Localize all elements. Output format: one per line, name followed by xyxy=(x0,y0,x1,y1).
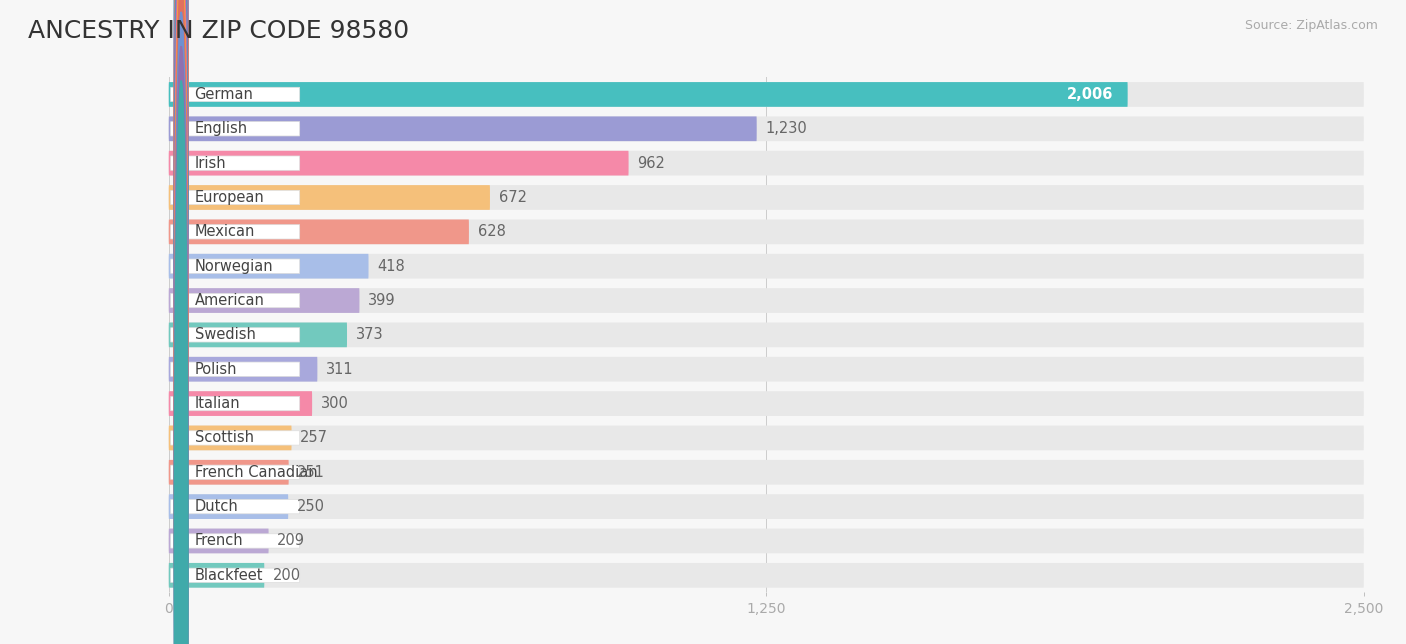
Text: English: English xyxy=(194,121,247,137)
FancyBboxPatch shape xyxy=(169,391,1364,416)
Circle shape xyxy=(174,0,188,644)
FancyBboxPatch shape xyxy=(169,117,756,141)
FancyBboxPatch shape xyxy=(170,259,299,273)
Text: Irish: Irish xyxy=(194,156,226,171)
Text: 418: 418 xyxy=(377,259,405,274)
Text: Swedish: Swedish xyxy=(194,327,256,343)
FancyBboxPatch shape xyxy=(169,529,1364,553)
FancyBboxPatch shape xyxy=(170,534,299,548)
Text: 209: 209 xyxy=(277,533,305,549)
FancyBboxPatch shape xyxy=(169,288,1364,313)
Text: 1,230: 1,230 xyxy=(765,121,807,137)
Text: 300: 300 xyxy=(321,396,349,411)
Circle shape xyxy=(174,0,188,644)
FancyBboxPatch shape xyxy=(170,328,299,342)
FancyBboxPatch shape xyxy=(170,362,299,376)
Circle shape xyxy=(174,0,188,644)
Text: 962: 962 xyxy=(637,156,665,171)
FancyBboxPatch shape xyxy=(170,568,299,582)
Text: Norwegian: Norwegian xyxy=(194,259,273,274)
Text: European: European xyxy=(194,190,264,205)
FancyBboxPatch shape xyxy=(170,431,299,445)
FancyBboxPatch shape xyxy=(170,465,299,479)
Text: Source: ZipAtlas.com: Source: ZipAtlas.com xyxy=(1244,19,1378,32)
Text: 672: 672 xyxy=(499,190,527,205)
Text: Blackfeet: Blackfeet xyxy=(194,568,263,583)
Text: Mexican: Mexican xyxy=(194,224,254,240)
FancyBboxPatch shape xyxy=(169,254,1364,279)
FancyBboxPatch shape xyxy=(169,494,1364,519)
FancyBboxPatch shape xyxy=(169,357,318,382)
FancyBboxPatch shape xyxy=(170,225,299,239)
Text: Polish: Polish xyxy=(194,362,238,377)
FancyBboxPatch shape xyxy=(169,563,264,588)
FancyBboxPatch shape xyxy=(170,88,299,102)
FancyBboxPatch shape xyxy=(169,563,1364,588)
FancyBboxPatch shape xyxy=(169,323,1364,347)
Circle shape xyxy=(174,0,188,589)
FancyBboxPatch shape xyxy=(169,254,368,279)
FancyBboxPatch shape xyxy=(169,323,347,347)
Text: 200: 200 xyxy=(273,568,301,583)
Text: 628: 628 xyxy=(478,224,505,240)
Circle shape xyxy=(174,0,188,644)
FancyBboxPatch shape xyxy=(169,220,1364,244)
Text: Scottish: Scottish xyxy=(194,430,253,446)
FancyBboxPatch shape xyxy=(169,82,1364,107)
Circle shape xyxy=(174,46,188,644)
FancyBboxPatch shape xyxy=(169,117,1364,141)
Text: 399: 399 xyxy=(368,293,395,308)
FancyBboxPatch shape xyxy=(169,426,1364,450)
Text: American: American xyxy=(194,293,264,308)
FancyBboxPatch shape xyxy=(170,156,299,170)
FancyBboxPatch shape xyxy=(169,460,1364,485)
Text: 251: 251 xyxy=(297,465,325,480)
FancyBboxPatch shape xyxy=(169,391,312,416)
Circle shape xyxy=(174,80,188,644)
Circle shape xyxy=(174,0,188,644)
Circle shape xyxy=(174,0,188,623)
FancyBboxPatch shape xyxy=(170,500,299,514)
Text: 250: 250 xyxy=(297,499,325,514)
FancyBboxPatch shape xyxy=(170,294,299,308)
FancyBboxPatch shape xyxy=(169,151,1364,176)
FancyBboxPatch shape xyxy=(169,460,288,485)
Circle shape xyxy=(174,0,188,644)
FancyBboxPatch shape xyxy=(170,191,299,205)
FancyBboxPatch shape xyxy=(169,151,628,176)
FancyBboxPatch shape xyxy=(169,288,360,313)
FancyBboxPatch shape xyxy=(169,220,470,244)
Circle shape xyxy=(174,0,188,644)
Circle shape xyxy=(174,12,188,644)
FancyBboxPatch shape xyxy=(169,185,1364,210)
Text: Dutch: Dutch xyxy=(194,499,238,514)
Text: 373: 373 xyxy=(356,327,384,343)
FancyBboxPatch shape xyxy=(169,185,489,210)
Text: Italian: Italian xyxy=(194,396,240,411)
FancyBboxPatch shape xyxy=(170,122,299,136)
Circle shape xyxy=(174,0,188,644)
FancyBboxPatch shape xyxy=(170,397,299,411)
Text: 311: 311 xyxy=(326,362,354,377)
Text: French Canadian: French Canadian xyxy=(194,465,318,480)
FancyBboxPatch shape xyxy=(169,529,269,553)
Text: ANCESTRY IN ZIP CODE 98580: ANCESTRY IN ZIP CODE 98580 xyxy=(28,19,409,43)
Circle shape xyxy=(174,0,188,644)
Text: 2,006: 2,006 xyxy=(1067,87,1114,102)
FancyBboxPatch shape xyxy=(169,82,1128,107)
Text: French: French xyxy=(194,533,243,549)
Text: German: German xyxy=(194,87,253,102)
FancyBboxPatch shape xyxy=(169,357,1364,382)
FancyBboxPatch shape xyxy=(169,426,291,450)
Text: 257: 257 xyxy=(301,430,328,446)
FancyBboxPatch shape xyxy=(169,494,288,519)
Circle shape xyxy=(174,0,188,644)
